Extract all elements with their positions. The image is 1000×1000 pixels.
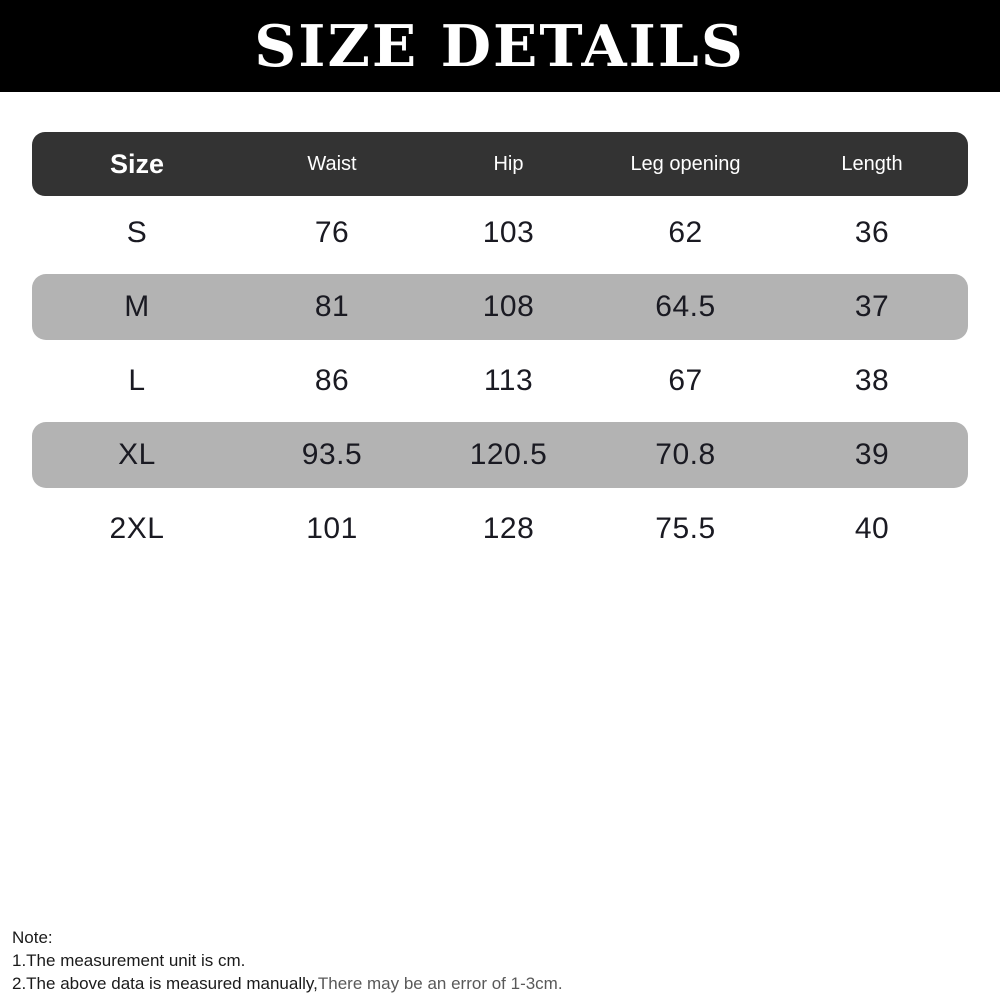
cell-leg-opening: 67 — [668, 364, 703, 397]
cell-length: 40 — [854, 512, 890, 545]
table-row: S 76 103 62 36 — [32, 196, 968, 270]
cell-size: 2XL — [109, 512, 165, 545]
cell-waist: 101 — [306, 512, 358, 545]
note-line-unit: 1.The measurement unit is cm. — [12, 951, 246, 970]
cell-size: XL — [118, 438, 156, 471]
cell-hip: 120.5 — [469, 438, 548, 471]
cell-length: 39 — [854, 438, 890, 471]
cell-hip: 113 — [483, 364, 534, 397]
cell-waist: 76 — [314, 216, 350, 249]
cell-leg-opening: 70.8 — [655, 438, 716, 471]
table-header-row: Size Waist Hip Leg opening Length — [32, 132, 968, 196]
cell-hip: 103 — [482, 216, 535, 249]
cell-leg-opening: 62 — [668, 216, 703, 249]
table-row: 2XL 101 128 75.5 40 — [32, 492, 968, 566]
column-header-hip: Hip — [493, 152, 524, 175]
column-header-leg-opening: Leg opening — [630, 152, 741, 175]
title-banner: SIZE DETAILS — [0, 0, 1000, 92]
cell-waist: 81 — [314, 290, 350, 323]
cell-length: 36 — [854, 216, 890, 249]
size-details-table: Size Waist Hip Leg opening Length S 76 1… — [32, 132, 968, 566]
cell-leg-opening: 64.5 — [655, 290, 716, 323]
cell-size: L — [128, 364, 146, 397]
cell-waist: 93.5 — [301, 438, 363, 471]
note-tolerance-dark: 2.The above data is measured manually, — [12, 974, 318, 993]
cell-leg-opening: 75.5 — [655, 512, 716, 545]
table-row: L 86 113 67 38 — [32, 344, 968, 418]
page-title: SIZE DETAILS — [254, 12, 746, 80]
note-line-tolerance: 2.The above data is measured manually,Th… — [12, 972, 972, 995]
cell-length: 38 — [854, 364, 890, 397]
note-block: Note: 1.The measurement unit is cm. 2.Th… — [12, 926, 972, 995]
note-heading: Note: — [12, 928, 53, 947]
table-row: XL 93.5 120.5 70.8 39 — [32, 422, 968, 488]
cell-size: S — [126, 216, 148, 249]
cell-hip: 108 — [482, 290, 535, 323]
cell-hip: 128 — [482, 512, 535, 545]
column-header-length: Length — [841, 152, 903, 175]
column-header-size: Size — [109, 148, 165, 179]
note-tolerance-muted: There may be an error of 1-3cm. — [317, 974, 563, 993]
cell-size: M — [124, 290, 150, 323]
table-row: M 81 108 64.5 37 — [32, 274, 968, 340]
column-header-waist: Waist — [307, 152, 357, 175]
cell-waist: 86 — [314, 364, 350, 397]
cell-length: 37 — [854, 290, 890, 323]
